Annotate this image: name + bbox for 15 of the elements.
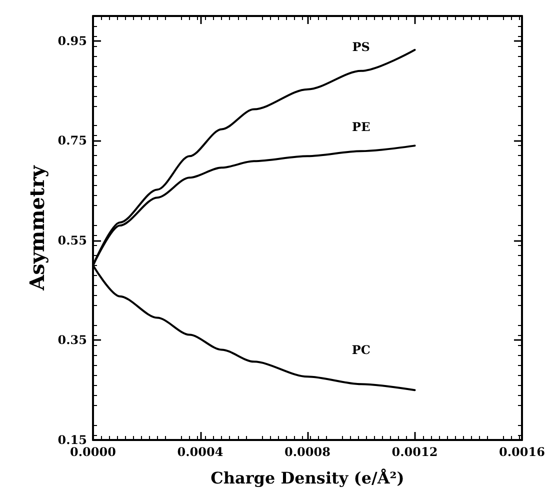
- x-tick-label: 0.0008: [284, 445, 330, 459]
- y-tick-label: 0.95: [58, 34, 87, 48]
- x-axis-title: Charge Density (e/Å²): [210, 468, 404, 488]
- y-axis-title: Asymmetry: [24, 164, 49, 292]
- x-tick-label: 0.0016: [499, 445, 545, 459]
- series-label: PE: [352, 120, 370, 134]
- x-tick-label: 0.0012: [392, 445, 438, 459]
- x-tick-label: 0.0000: [70, 445, 116, 459]
- y-tick-label: 0.75: [58, 134, 87, 148]
- y-tick-label: 0.55: [58, 233, 87, 248]
- y-tick-label: 0.35: [58, 333, 87, 348]
- series-label: PS: [352, 40, 370, 54]
- x-tick-label: 0.0004: [177, 445, 224, 459]
- text: PC: [352, 343, 370, 358]
- y-tick-label: 0.15: [58, 433, 87, 447]
